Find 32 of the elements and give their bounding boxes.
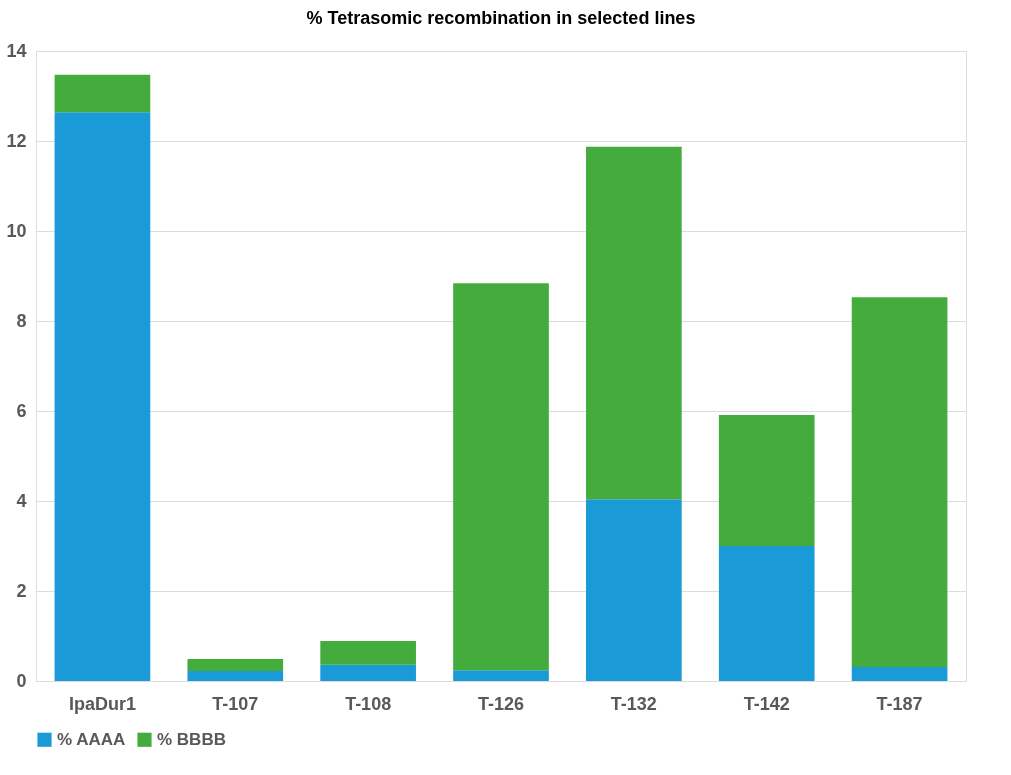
- bar: [453, 283, 549, 671]
- bar: [54, 112, 151, 681]
- bar: [187, 658, 284, 672]
- bar: [718, 415, 815, 546]
- bar: [851, 667, 948, 681]
- bar: [718, 546, 815, 681]
- y-tick-label: 10: [6, 220, 27, 241]
- bar: [187, 671, 284, 681]
- x-tick-label: T-108: [345, 693, 392, 714]
- bar: [586, 146, 682, 500]
- bar: [453, 670, 549, 681]
- y-tick-label: 12: [6, 130, 27, 151]
- y-tick-label: 14: [6, 40, 27, 61]
- legend-label: % AAAA: [57, 729, 126, 749]
- y-tick-label: 0: [16, 670, 27, 691]
- x-tick-label: T-126: [477, 693, 525, 714]
- bar: [586, 499, 682, 681]
- bar: [320, 640, 416, 665]
- legend-label: % BBBB: [157, 729, 226, 749]
- x-tick-label: T-142: [743, 693, 790, 714]
- y-tick-label: 2: [16, 580, 27, 601]
- bar: [320, 664, 416, 681]
- x-tick-label: T-132: [610, 693, 657, 714]
- y-tick-label: 8: [16, 310, 27, 331]
- x-tick-label: T-107: [212, 693, 259, 714]
- bar: [54, 74, 151, 113]
- bar: [851, 297, 948, 668]
- x-tick-label: T-187: [876, 693, 923, 714]
- y-tick-label: 6: [16, 400, 27, 421]
- x-tick-label: IpaDur1: [68, 693, 136, 714]
- chart-title: % Tetrasomic recombination in selected lines: [306, 8, 696, 28]
- y-tick-label: 4: [16, 490, 27, 511]
